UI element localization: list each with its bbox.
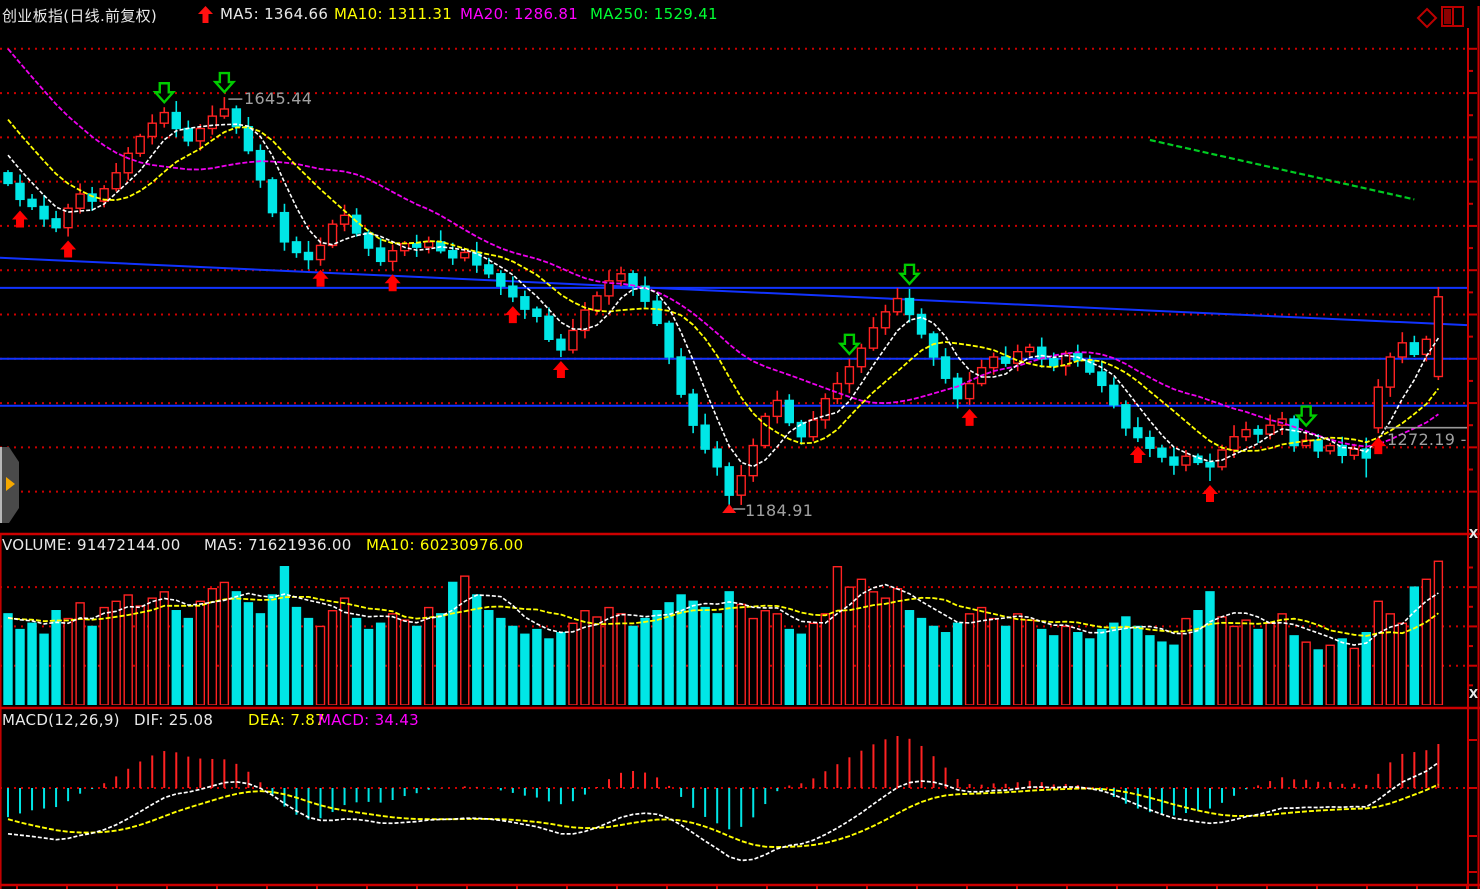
low-price-annotation: 1184.91 bbox=[745, 501, 814, 520]
macd-pane bbox=[0, 736, 1467, 862]
axes-layer bbox=[0, 6, 1480, 889]
expand-right-icon bbox=[6, 477, 15, 491]
macd-macd-label: MACD: 34.43 bbox=[318, 711, 420, 729]
volume-ma10-label: MA10: 60230976.00 bbox=[366, 536, 524, 554]
macd-pane-close-icon[interactable]: X bbox=[1468, 687, 1479, 701]
legend-ma5: MA5: 1364.66 bbox=[220, 5, 329, 23]
volume-pane-close-icon[interactable]: X bbox=[1468, 527, 1479, 541]
high-price-annotation: 1645.44 bbox=[244, 89, 313, 108]
sidebar-expander-tab[interactable] bbox=[0, 447, 19, 523]
legend-ma10: MA10: 1311.31 bbox=[334, 5, 453, 23]
macd-params-label: MACD(12,26,9) bbox=[2, 711, 120, 729]
volume-value-label: VOLUME: 91472144.00 bbox=[2, 536, 181, 554]
legend-ma250: MA250: 1529.41 bbox=[590, 5, 718, 23]
volume-ma5-label: MA5: 71621936.00 bbox=[204, 536, 352, 554]
macd-dea-label: DEA: 7.87 bbox=[248, 711, 325, 729]
legend-ma20: MA20: 1286.81 bbox=[460, 5, 579, 23]
price-pane bbox=[0, 47, 1467, 513]
instrument-title: 创业板指(日线.前复权) bbox=[2, 7, 158, 25]
price-line-annotation: 1272.19 - bbox=[1387, 430, 1467, 449]
volume-pane bbox=[0, 560, 1467, 705]
macd-dif-label: DIF: 25.08 bbox=[134, 711, 214, 729]
